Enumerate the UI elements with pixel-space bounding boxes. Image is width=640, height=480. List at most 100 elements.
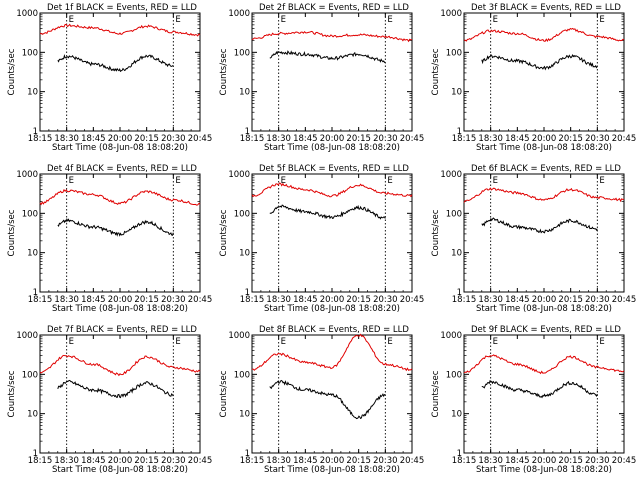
x-tick-label: 20:30 bbox=[585, 134, 610, 144]
lld-series-line bbox=[463, 187, 625, 203]
marker-label: E bbox=[493, 337, 498, 347]
x-tick-label: 20:15 bbox=[346, 295, 371, 305]
y-tick-label: 10 bbox=[451, 410, 462, 420]
x-tick-label: 20:00 bbox=[108, 295, 133, 305]
x-tick-label: 18:45 bbox=[505, 134, 530, 144]
marker-label: E bbox=[281, 176, 286, 186]
events-series-line bbox=[481, 53, 598, 71]
y-tick-label: 100 bbox=[446, 209, 462, 219]
x-axis-label: Start Time (08-Jun-08 18:08:20) bbox=[52, 143, 188, 153]
x-tick-label: 18:30 bbox=[54, 456, 79, 466]
panel-title: Det 3f BLACK = Events, RED = LLD bbox=[471, 3, 621, 13]
y-tick-label: 1000 bbox=[228, 331, 250, 341]
panel-title: Det 5f BLACK = Events, RED = LLD bbox=[259, 164, 409, 174]
x-tick-label: 20:30 bbox=[161, 134, 186, 144]
x-tick-label: 18:15 bbox=[452, 134, 477, 144]
marker-label: E bbox=[493, 176, 498, 186]
x-axis-label: Start Time (08-Jun-08 18:08:20) bbox=[52, 465, 188, 475]
events-series-line bbox=[269, 50, 386, 63]
detector-panel-2: Det 2f BLACK = Events, RED = LLD 1 10 100 10… bbox=[219, 3, 424, 153]
x-tick-label: 20:00 bbox=[108, 456, 133, 466]
detector-panel-5: Det 5f BLACK = Events, RED = LLD 1 10 100 10… bbox=[219, 164, 424, 314]
x-axis-label: Start Time (08-Jun-08 18:08:20) bbox=[476, 143, 612, 153]
x-tick-label: 20:15 bbox=[134, 456, 159, 466]
detector-panel-7: Det 7f BLACK = Events, RED = LLD 1 10 100 10… bbox=[7, 325, 212, 475]
y-tick-label: 10 bbox=[27, 410, 38, 420]
y-tick-label: 1 bbox=[33, 127, 38, 137]
x-axis-label: Start Time (08-Jun-08 18:08:20) bbox=[264, 143, 400, 153]
x-tick-label: 20:45 bbox=[400, 295, 425, 305]
y-axis-label: Counts/sec bbox=[431, 209, 441, 256]
x-tick-label: 18:15 bbox=[28, 134, 53, 144]
marker-label: E bbox=[493, 15, 498, 25]
x-tick-label: 18:45 bbox=[293, 295, 318, 305]
y-axis-label: Counts/sec bbox=[7, 48, 17, 95]
x-axis-label: Start Time (08-Jun-08 18:08:20) bbox=[264, 465, 400, 475]
x-tick-label: 20:30 bbox=[373, 456, 398, 466]
detector-panel-8: Det 8f BLACK = Events, RED = LLD 1 10 100 10… bbox=[219, 325, 424, 475]
x-tick-label: 20:45 bbox=[612, 134, 637, 144]
plot-frame bbox=[39, 173, 201, 293]
x-tick-label: 20:45 bbox=[188, 295, 213, 305]
x-tick-label: 20:00 bbox=[532, 456, 557, 466]
y-tick-label: 10 bbox=[239, 410, 250, 420]
y-tick-label: 1 bbox=[33, 288, 38, 298]
marker-label: E bbox=[599, 176, 604, 186]
plot-frame bbox=[39, 334, 201, 454]
x-tick-label: 20:45 bbox=[400, 456, 425, 466]
x-tick-label: 20:00 bbox=[532, 134, 557, 144]
y-tick-label: 1000 bbox=[440, 331, 462, 341]
marker-label: E bbox=[175, 337, 180, 347]
events-series-line bbox=[269, 379, 386, 420]
detector-panel-1: Det 1f BLACK = Events, RED = LLD 1 10 100 10… bbox=[7, 3, 212, 153]
x-tick-label: 18:30 bbox=[478, 134, 503, 144]
x-tick-label: 20:45 bbox=[400, 134, 425, 144]
panel-title: Det 8f BLACK = Events, RED = LLD bbox=[259, 325, 409, 335]
y-axis-label: Counts/sec bbox=[219, 370, 229, 417]
x-axis-label: Start Time (08-Jun-08 18:08:20) bbox=[476, 304, 612, 314]
y-tick-label: 1 bbox=[457, 288, 462, 298]
marker-label: E bbox=[69, 337, 74, 347]
lld-series-line bbox=[39, 188, 201, 206]
x-tick-label: 20:30 bbox=[161, 295, 186, 305]
x-axis-label: Start Time (08-Jun-08 18:08:20) bbox=[264, 304, 400, 314]
plot-frame bbox=[251, 12, 413, 132]
plot-frame bbox=[39, 12, 201, 132]
events-series-line bbox=[269, 204, 386, 220]
y-axis-label: Counts/sec bbox=[219, 48, 229, 95]
y-axis-label: Counts/sec bbox=[431, 370, 441, 417]
x-tick-label: 18:30 bbox=[478, 295, 503, 305]
x-tick-label: 18:30 bbox=[266, 295, 291, 305]
marker-label: E bbox=[69, 176, 74, 186]
y-tick-label: 100 bbox=[22, 209, 38, 219]
y-tick-label: 1000 bbox=[440, 9, 462, 19]
x-tick-label: 18:45 bbox=[293, 456, 318, 466]
marker-label: E bbox=[599, 337, 604, 347]
y-tick-label: 1000 bbox=[440, 170, 462, 180]
marker-label: E bbox=[175, 176, 180, 186]
x-tick-label: 20:00 bbox=[532, 295, 557, 305]
x-tick-label: 18:45 bbox=[81, 456, 106, 466]
events-series-line bbox=[481, 217, 598, 234]
y-tick-label: 10 bbox=[27, 249, 38, 259]
plot-frame bbox=[463, 334, 625, 454]
y-tick-label: 1 bbox=[457, 127, 462, 137]
marker-label: E bbox=[175, 15, 180, 25]
x-tick-label: 20:15 bbox=[346, 134, 371, 144]
y-tick-label: 1 bbox=[245, 288, 250, 298]
panel-title: Det 9f BLACK = Events, RED = LLD bbox=[471, 325, 621, 335]
y-tick-label: 1000 bbox=[228, 9, 250, 19]
lld-series-line bbox=[39, 354, 201, 377]
y-tick-label: 100 bbox=[446, 48, 462, 58]
x-tick-label: 20:30 bbox=[373, 295, 398, 305]
x-tick-label: 20:00 bbox=[320, 295, 345, 305]
lld-series-line bbox=[251, 182, 413, 198]
x-tick-label: 20:30 bbox=[585, 295, 610, 305]
x-tick-label: 20:30 bbox=[161, 456, 186, 466]
x-tick-label: 18:45 bbox=[505, 295, 530, 305]
x-tick-label: 18:15 bbox=[452, 456, 477, 466]
panel-title: Det 1f BLACK = Events, RED = LLD bbox=[47, 3, 197, 13]
x-tick-label: 18:15 bbox=[240, 134, 265, 144]
detector-panel-6: Det 6f BLACK = Events, RED = LLD 1 10 100 10… bbox=[431, 164, 636, 314]
